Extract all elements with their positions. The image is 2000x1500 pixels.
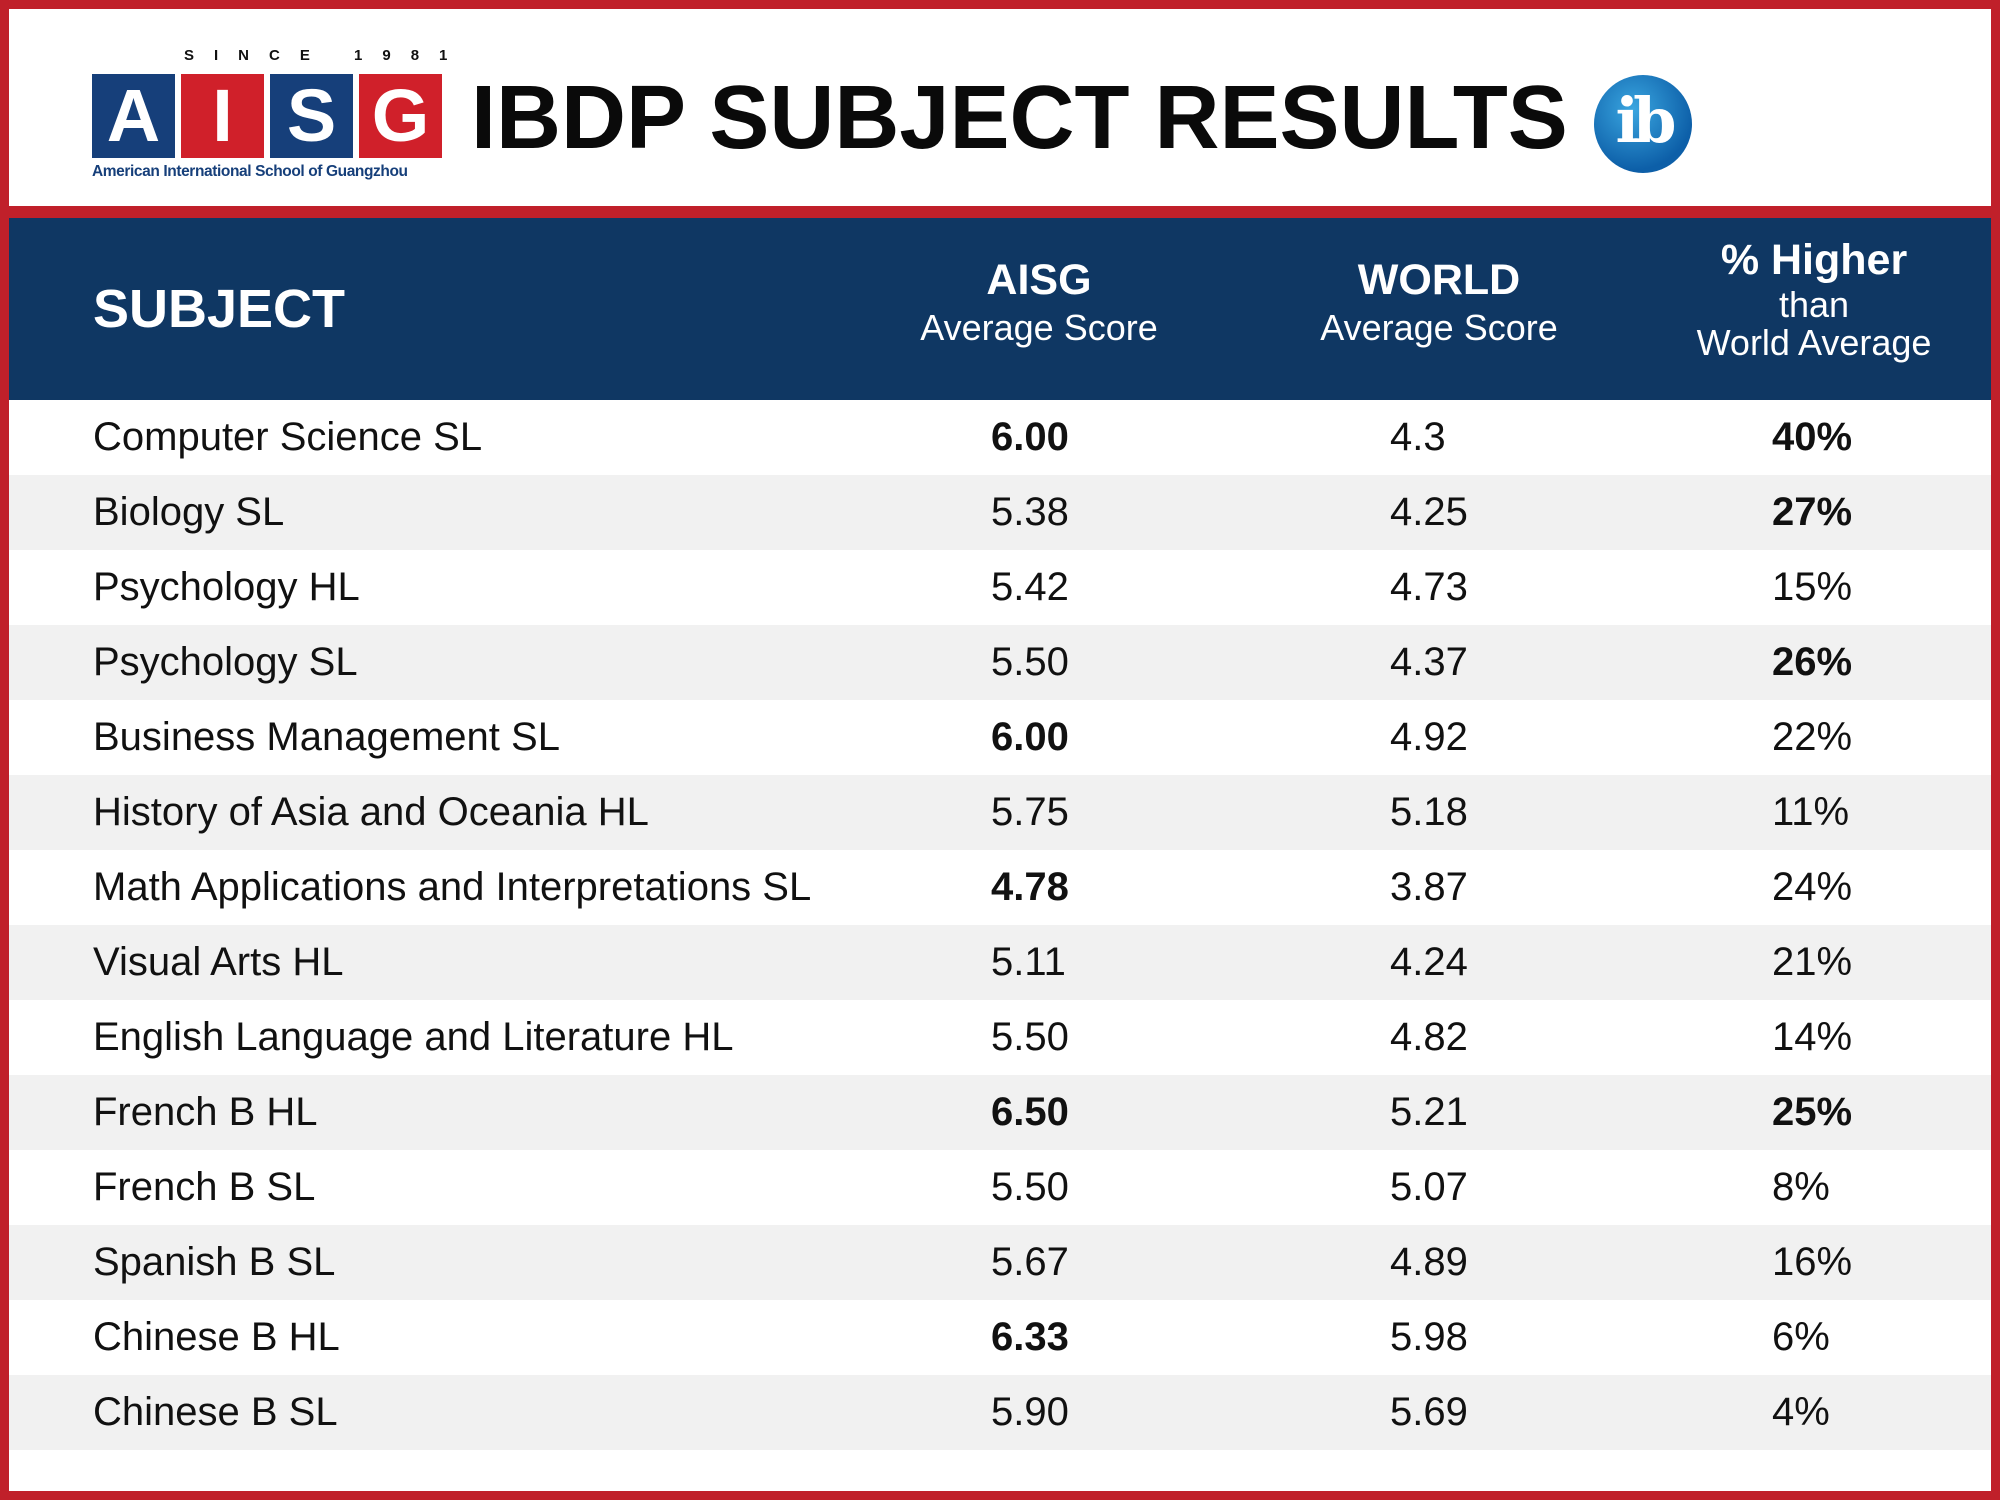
- percent-higher-cell: 4%: [1772, 1390, 1830, 1434]
- percent-higher-cell: 27%: [1772, 490, 1853, 534]
- ib-mark-icon: ib: [1594, 75, 1692, 173]
- aisg-score-cell: 6.00: [991, 715, 1069, 759]
- subject-cell: Psychology SL: [93, 640, 358, 684]
- since-label: SINCE 1981: [184, 47, 468, 64]
- table-row: Spanish B SL 5.67 4.89 16%: [9, 1225, 1991, 1300]
- table-row: Psychology SL 5.50 4.37 26%: [9, 625, 1991, 700]
- results-table-body: Computer Science SL 6.00 4.3 40% Biology SL 5…: [9, 400, 1991, 1450]
- subject-cell: History of Asia and Oceania HL: [93, 790, 649, 834]
- table-row: History of Asia and Oceania HL 5.75 5.18 11…: [9, 775, 1991, 850]
- table-row: Biology SL 5.38 4.25 27%: [9, 475, 1991, 550]
- column-header-aisg-title: AISG: [986, 256, 1092, 304]
- logo-letter-g: G: [359, 74, 442, 158]
- aisg-score-cell: 5.50: [991, 1165, 1069, 1209]
- column-header-world: WORLD Average Score: [1284, 254, 1594, 350]
- percent-higher-cell: 16%: [1772, 1240, 1853, 1284]
- world-score-cell: 4.3: [1390, 415, 1446, 459]
- table-row: English Language and Literature HL 5.50 4.…: [9, 1000, 1991, 1075]
- logo-letter-s: S: [270, 74, 353, 158]
- table-row: Chinese B SL 5.90 5.69 4%: [9, 1375, 1991, 1450]
- world-score-cell: 5.69: [1390, 1390, 1468, 1434]
- aisg-score-cell: 5.75: [991, 790, 1069, 834]
- table-header-row: SUBJECT AISG Average Score WORLD Average…: [9, 218, 1991, 400]
- column-header-aisg: AISG Average Score: [889, 254, 1189, 350]
- logo-letters: A I S G: [92, 74, 444, 158]
- aisg-score-cell: 5.11: [991, 940, 1066, 984]
- ib-logo-line2: Programme: [1704, 113, 1861, 146]
- subject-cell: Math Applications and Interpretations SL: [93, 865, 812, 909]
- aisg-score-cell: 5.50: [991, 1015, 1069, 1059]
- aisg-score-cell: 5.90: [991, 1390, 1069, 1434]
- subject-cell: Business Management SL: [93, 715, 560, 759]
- table-row: French B HL 6.50 5.21 25%: [9, 1075, 1991, 1150]
- table-row: Chinese B HL 6.33 5.98 6%: [9, 1300, 1991, 1375]
- column-header-world-sub: Average Score: [1320, 307, 1558, 348]
- world-score-cell: 4.89: [1390, 1240, 1468, 1284]
- percent-higher-cell: 8%: [1772, 1165, 1830, 1209]
- subject-cell: Chinese B HL: [93, 1315, 340, 1359]
- world-score-cell: 5.21: [1390, 1090, 1468, 1134]
- world-score-cell: 4.24: [1390, 940, 1468, 984]
- world-score-cell: 3.87: [1390, 865, 1468, 909]
- subject-cell: English Language and Literature HL: [93, 1015, 734, 1059]
- page-header: SINCE 1981 A I S G American Internationa…: [9, 9, 1991, 206]
- column-header-percent-sub2: World Average: [1696, 322, 1932, 363]
- aisg-score-cell: 6.33: [991, 1315, 1069, 1359]
- table-row: Business Management SL 6.00 4.92 22%: [9, 700, 1991, 775]
- subject-cell: French B SL: [93, 1165, 316, 1209]
- column-header-percent: % Higher than World Average: [1659, 234, 1969, 362]
- percent-higher-cell: 21%: [1772, 940, 1853, 984]
- logo-letter-i: I: [181, 74, 264, 158]
- page-title: IBDP SUBJECT RESULTS: [471, 68, 1568, 168]
- subject-cell: Visual Arts HL: [93, 940, 344, 984]
- percent-higher-cell: 24%: [1772, 865, 1853, 909]
- column-header-aisg-sub: Average Score: [920, 307, 1158, 348]
- subject-cell: Computer Science SL: [93, 415, 483, 459]
- table-row: Computer Science SL 6.00 4.3 40%: [9, 400, 1991, 475]
- aisg-score-cell: 6.00: [991, 415, 1069, 459]
- subject-cell: French B HL: [93, 1090, 318, 1134]
- percent-higher-cell: 40%: [1772, 415, 1853, 459]
- percent-higher-cell: 6%: [1772, 1315, 1830, 1359]
- column-header-world-title: WORLD: [1357, 256, 1521, 304]
- world-score-cell: 4.37: [1390, 640, 1468, 684]
- world-score-cell: 4.73: [1390, 565, 1468, 609]
- column-header-percent-sub1: than: [1778, 284, 1850, 325]
- ib-diploma-logo: ib Diploma Programme: [1594, 71, 1949, 175]
- aisg-score-cell: 4.78: [991, 865, 1069, 909]
- table-row: Visual Arts HL 5.11 4.24 21%: [9, 925, 1991, 1000]
- percent-higher-cell: 22%: [1772, 715, 1853, 759]
- aisg-score-cell: 5.42: [991, 565, 1069, 609]
- world-score-cell: 4.25: [1390, 490, 1468, 534]
- aisg-score-cell: 6.50: [991, 1090, 1069, 1134]
- aisg-score-cell: 5.67: [991, 1240, 1069, 1284]
- ib-logo-text: Diploma Programme: [1704, 79, 1861, 147]
- table-row: French B SL 5.50 5.07 8%: [9, 1150, 1991, 1225]
- logo-letter-a: A: [92, 74, 175, 158]
- aisg-score-cell: 5.38: [991, 490, 1069, 534]
- percent-higher-cell: 25%: [1772, 1090, 1853, 1134]
- school-name: American International School of Guangzh…: [92, 163, 408, 180]
- ib-logo-line1: Diploma: [1704, 79, 1815, 112]
- world-score-cell: 5.18: [1390, 790, 1468, 834]
- percent-higher-cell: 11%: [1772, 790, 1850, 834]
- table-row: Math Applications and Interpretations SL…: [9, 850, 1991, 925]
- aisg-score-cell: 5.50: [991, 640, 1069, 684]
- percent-higher-cell: 15%: [1772, 565, 1853, 609]
- world-score-cell: 5.98: [1390, 1315, 1468, 1359]
- percent-higher-cell: 26%: [1772, 640, 1853, 684]
- subject-cell: Biology SL: [93, 490, 285, 534]
- world-score-cell: 4.82: [1390, 1015, 1468, 1059]
- percent-higher-cell: 14%: [1772, 1015, 1853, 1059]
- column-header-subject: SUBJECT: [93, 279, 346, 339]
- subject-cell: Psychology HL: [93, 565, 360, 609]
- aisg-logo: SINCE 1981 A I S G American Internationa…: [92, 37, 447, 187]
- subject-cell: Spanish B SL: [93, 1240, 336, 1284]
- column-header-percent-title: % Higher: [1720, 236, 1908, 284]
- subject-cell: Chinese B SL: [93, 1390, 338, 1434]
- header-divider: [9, 206, 1991, 218]
- world-score-cell: 5.07: [1390, 1165, 1468, 1209]
- world-score-cell: 4.92: [1390, 715, 1468, 759]
- table-row: Psychology HL 5.42 4.73 15%: [9, 550, 1991, 625]
